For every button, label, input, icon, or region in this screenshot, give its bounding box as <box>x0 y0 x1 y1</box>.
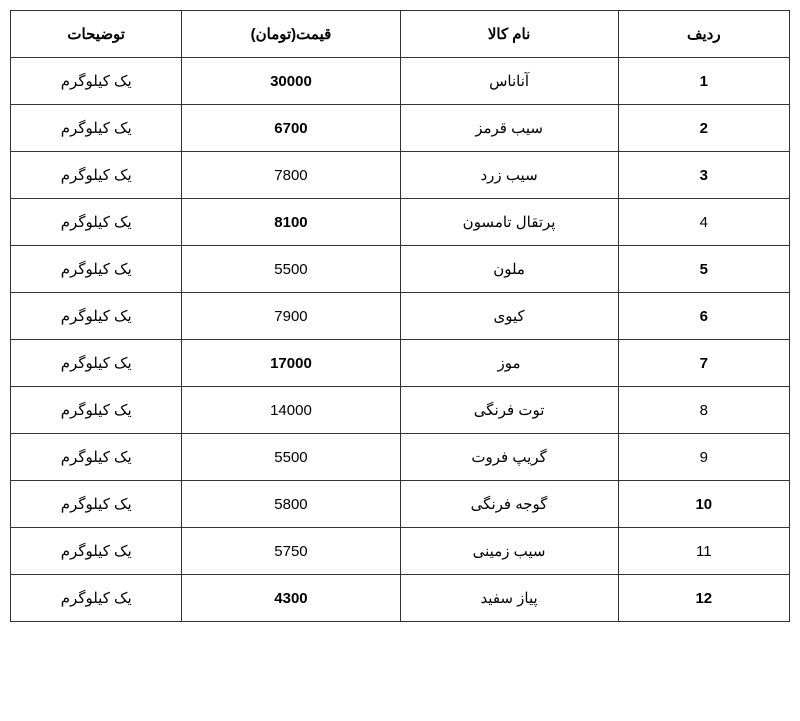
table-row: 4پرتقال تامسون8100یک کیلوگرم <box>11 199 790 246</box>
cell-name: گوجه فرنگی <box>400 481 618 528</box>
cell-index: 8 <box>618 387 789 434</box>
cell-name: کیوی <box>400 293 618 340</box>
cell-desc: یک کیلوگرم <box>11 152 182 199</box>
cell-index: 12 <box>618 575 789 622</box>
col-header-index: ردیف <box>618 11 789 58</box>
cell-name: توت فرنگی <box>400 387 618 434</box>
table-row: 2سیب قرمز6700یک کیلوگرم <box>11 105 790 152</box>
cell-desc: یک کیلوگرم <box>11 387 182 434</box>
cell-desc: یک کیلوگرم <box>11 575 182 622</box>
table-row: 12پیاز سفید4300یک کیلوگرم <box>11 575 790 622</box>
col-header-name: نام کالا <box>400 11 618 58</box>
cell-name: سیب زمینی <box>400 528 618 575</box>
cell-index: 6 <box>618 293 789 340</box>
cell-desc: یک کیلوگرم <box>11 293 182 340</box>
cell-name: پیاز سفید <box>400 575 618 622</box>
cell-name: ملون <box>400 246 618 293</box>
cell-index: 1 <box>618 58 789 105</box>
table-row: 1آناناس30000یک کیلوگرم <box>11 58 790 105</box>
cell-index: 11 <box>618 528 789 575</box>
table-row: 9گریپ فروت5500یک کیلوگرم <box>11 434 790 481</box>
table-row: 10گوجه فرنگی5800یک کیلوگرم <box>11 481 790 528</box>
cell-desc: یک کیلوگرم <box>11 340 182 387</box>
table-row: 3سیب زرد7800یک کیلوگرم <box>11 152 790 199</box>
table-row: 11سیب زمینی5750یک کیلوگرم <box>11 528 790 575</box>
table-row: 5ملون5500یک کیلوگرم <box>11 246 790 293</box>
col-header-price: قیمت(تومان) <box>182 11 400 58</box>
cell-price: 30000 <box>182 58 400 105</box>
cell-price: 7900 <box>182 293 400 340</box>
cell-name: موز <box>400 340 618 387</box>
cell-price: 5500 <box>182 434 400 481</box>
cell-price: 7800 <box>182 152 400 199</box>
cell-index: 5 <box>618 246 789 293</box>
cell-desc: یک کیلوگرم <box>11 105 182 152</box>
cell-price: 6700 <box>182 105 400 152</box>
table-body: 1آناناس30000یک کیلوگرم2سیب قرمز6700یک کی… <box>11 58 790 622</box>
col-header-desc: توضیحات <box>11 11 182 58</box>
price-table: ردیف نام کالا قیمت(تومان) توضیحات 1آنانا… <box>10 10 790 622</box>
table-header-row: ردیف نام کالا قیمت(تومان) توضیحات <box>11 11 790 58</box>
cell-desc: یک کیلوگرم <box>11 246 182 293</box>
cell-desc: یک کیلوگرم <box>11 58 182 105</box>
cell-price: 5800 <box>182 481 400 528</box>
table-row: 8توت فرنگی14000یک کیلوگرم <box>11 387 790 434</box>
cell-price: 14000 <box>182 387 400 434</box>
cell-price: 4300 <box>182 575 400 622</box>
cell-index: 9 <box>618 434 789 481</box>
cell-price: 5750 <box>182 528 400 575</box>
cell-index: 7 <box>618 340 789 387</box>
cell-desc: یک کیلوگرم <box>11 528 182 575</box>
cell-name: سیب قرمز <box>400 105 618 152</box>
cell-desc: یک کیلوگرم <box>11 434 182 481</box>
cell-price: 8100 <box>182 199 400 246</box>
cell-name: آناناس <box>400 58 618 105</box>
cell-index: 3 <box>618 152 789 199</box>
cell-desc: یک کیلوگرم <box>11 199 182 246</box>
cell-name: گریپ فروت <box>400 434 618 481</box>
cell-price: 5500 <box>182 246 400 293</box>
cell-price: 17000 <box>182 340 400 387</box>
cell-desc: یک کیلوگرم <box>11 481 182 528</box>
cell-index: 10 <box>618 481 789 528</box>
cell-name: سیب زرد <box>400 152 618 199</box>
cell-index: 4 <box>618 199 789 246</box>
cell-index: 2 <box>618 105 789 152</box>
table-row: 7موز17000یک کیلوگرم <box>11 340 790 387</box>
cell-name: پرتقال تامسون <box>400 199 618 246</box>
table-row: 6کیوی7900یک کیلوگرم <box>11 293 790 340</box>
